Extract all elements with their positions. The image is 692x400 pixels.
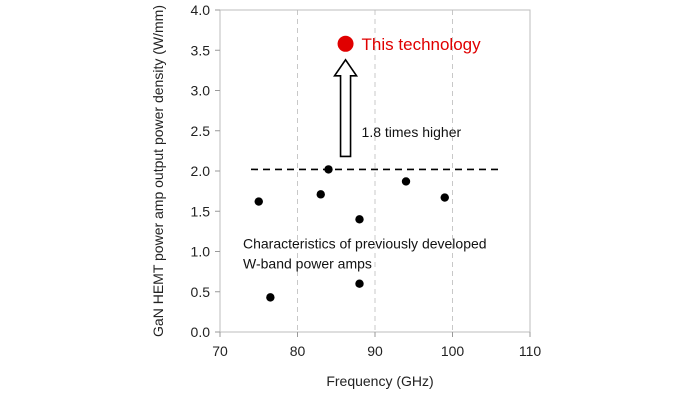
y-tick-label: 3.0 [191,83,211,99]
x-tick-label: 100 [441,343,465,359]
data-point [440,193,449,202]
y-tick-label: 0.5 [191,284,211,300]
y-tick-label: 4.0 [191,2,211,18]
x-tick-label: 70 [212,343,228,359]
highlight-point [337,35,354,52]
up-arrow [333,58,359,158]
group-label-line-1: Characteristics of previously developed [243,235,487,251]
y-tick-label: 2.5 [191,123,211,139]
x-axis-label: Frequency (GHz) [326,373,433,389]
y-axis-label: GaN HEMT power amp output power density … [150,5,166,337]
y-tick-label: 2.0 [191,163,211,179]
y-tick-label: 1.0 [191,244,211,260]
x-axis-ticks: 70 80 90 100 110 [212,332,541,359]
x-tick-label: 110 [519,343,542,359]
data-point [266,293,275,302]
x-tick-label: 80 [290,343,306,359]
grid-lines [297,10,453,332]
data-point [316,190,325,199]
y-axis-ticks: 0.0 0.5 1.0 1.5 2.0 2.5 3.0 3.5 4.0 [191,2,220,340]
arrow-annotation: 1.8 times higher [362,124,462,140]
data-point [355,279,364,288]
y-tick-label: 0.0 [191,324,211,340]
x-tick-label: 90 [367,343,383,359]
data-point [355,215,364,224]
y-tick-label: 1.5 [191,203,211,219]
data-point [324,165,333,174]
group-label-line-2: W-band power amps [243,256,372,272]
data-points [254,35,449,302]
highlight-label: This technology [362,35,482,54]
data-point [401,177,411,186]
data-point [254,197,263,206]
y-tick-label: 3.5 [191,42,211,58]
